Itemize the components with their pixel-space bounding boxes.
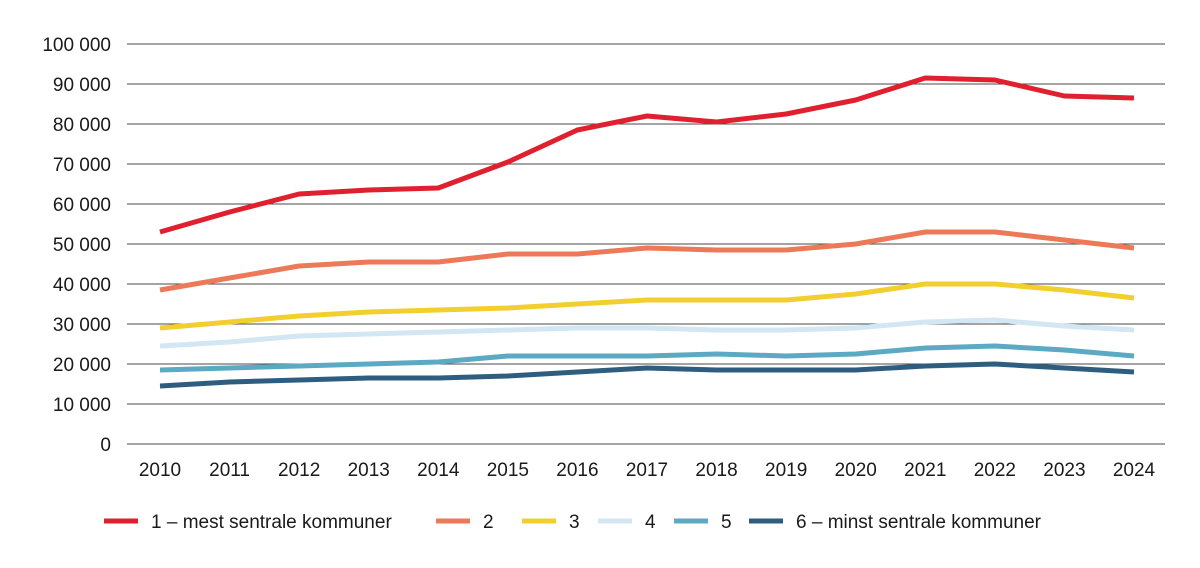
x-tick-label: 2022 bbox=[974, 460, 1016, 481]
x-tick-label: 2017 bbox=[626, 460, 668, 481]
legend-label: 4 bbox=[645, 512, 656, 533]
legend-item-3: 3 bbox=[522, 512, 580, 533]
y-tick-label: 10 000 bbox=[53, 395, 111, 416]
y-tick-label: 30 000 bbox=[53, 315, 111, 336]
series-line-5 bbox=[159, 343, 1135, 373]
x-tick-label: 2020 bbox=[835, 460, 877, 481]
legend-label: 5 bbox=[721, 512, 732, 533]
y-tick-label: 60 000 bbox=[53, 195, 111, 216]
legend-item-4: 4 bbox=[598, 512, 656, 533]
x-tick-label: 2021 bbox=[904, 460, 946, 481]
y-tick-label: 20 000 bbox=[53, 355, 111, 376]
series-line-4 bbox=[159, 317, 1135, 349]
y-tick-label: 80 000 bbox=[53, 115, 111, 136]
gridlines bbox=[127, 43, 1165, 445]
x-tick-label: 2010 bbox=[139, 460, 181, 481]
legend-item-6: 6 – minst sentrale kommuner bbox=[749, 512, 1042, 533]
legend-item-1: 1 – mest sentrale kommuner bbox=[104, 512, 392, 533]
x-tick-label: 2015 bbox=[487, 460, 529, 481]
legend: 1 – mest sentrale kommuner 2 3 4 5 6 – minst … bbox=[104, 512, 1042, 533]
x-tick-label: 2012 bbox=[278, 460, 320, 481]
legend-label: 3 bbox=[569, 512, 580, 533]
x-tick-label: 2018 bbox=[695, 460, 737, 481]
legend-item-5: 5 bbox=[674, 512, 732, 533]
x-tick-label: 2011 bbox=[209, 460, 250, 481]
x-tick-label: 2019 bbox=[765, 460, 807, 481]
x-tick-label: 2014 bbox=[417, 460, 460, 481]
x-axis-tick-labels: 2010 2011 2012 2013 2014 2015 2016 2017 2018 2019… bbox=[139, 460, 1156, 481]
x-tick-label: 2023 bbox=[1043, 460, 1085, 481]
legend-item-2: 2 bbox=[436, 512, 494, 533]
y-axis-tick-labels: 0 10 000 20 000 30 000 40 000 50 000 60 000 70 … bbox=[42, 35, 111, 456]
y-tick-label: 50 000 bbox=[53, 235, 111, 256]
series-line-3 bbox=[159, 281, 1135, 331]
series-line-6 bbox=[159, 361, 1135, 389]
series-line-2 bbox=[159, 229, 1135, 293]
x-tick-label: 2016 bbox=[556, 460, 598, 481]
y-tick-label: 40 000 bbox=[53, 275, 111, 296]
y-tick-label: 90 000 bbox=[53, 75, 111, 96]
x-tick-label: 2024 bbox=[1113, 460, 1156, 481]
y-tick-label: 100 000 bbox=[42, 35, 111, 56]
series-lines bbox=[159, 75, 1135, 389]
y-tick-label: 70 000 bbox=[53, 155, 111, 176]
series-line-1 bbox=[159, 75, 1135, 235]
legend-label: 6 – minst sentrale kommuner bbox=[796, 512, 1042, 533]
y-tick-label: 0 bbox=[100, 435, 111, 456]
legend-label: 1 – mest sentrale kommuner bbox=[151, 512, 392, 533]
x-tick-label: 2013 bbox=[348, 460, 390, 481]
legend-label: 2 bbox=[483, 512, 494, 533]
